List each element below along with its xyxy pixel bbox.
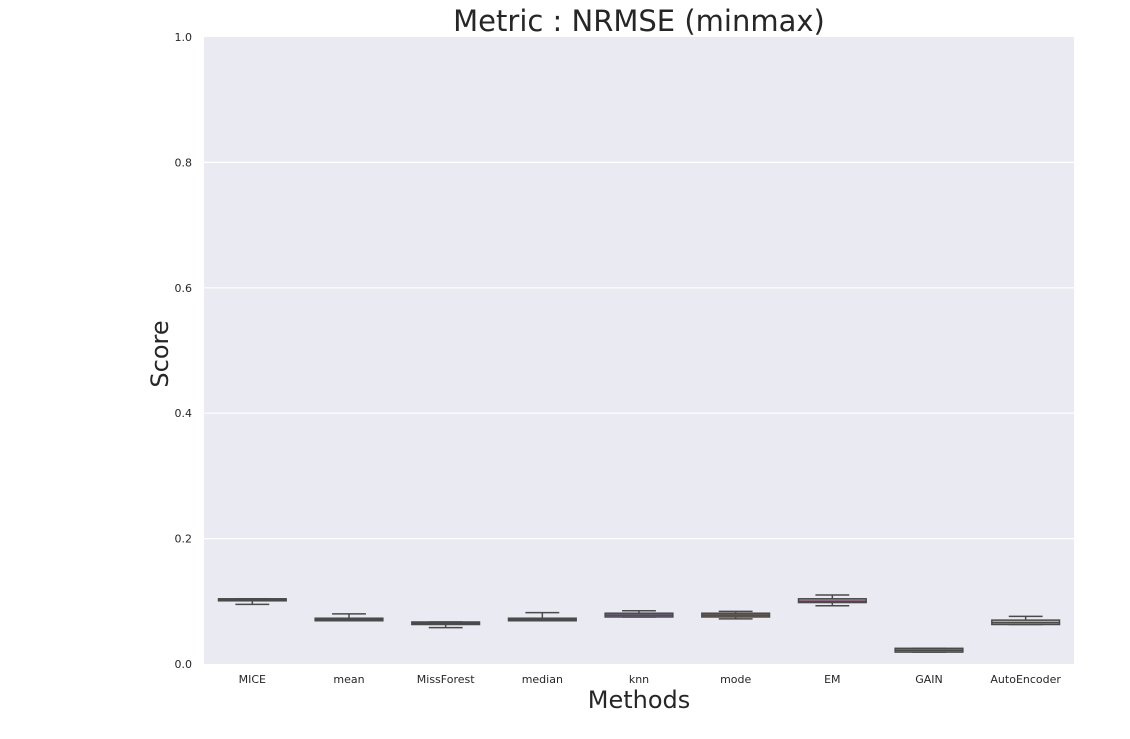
x-tick-label: mean <box>333 673 364 686</box>
plot-area <box>204 37 1074 664</box>
box-mice <box>217 598 287 606</box>
x-tick-label: AutoEncoder <box>990 673 1061 686</box>
x-tick-label: median <box>522 673 563 686</box>
x-tick-label: knn <box>629 673 649 686</box>
box-mean <box>314 613 384 622</box>
x-tick-label: MICE <box>239 673 266 686</box>
chart-title: Metric : NRMSE (minmax) <box>453 4 825 38</box>
box-median <box>507 611 577 622</box>
y-tick-label: 0.8 <box>175 156 193 169</box>
box-missforest <box>411 621 481 629</box>
y-tick-label: 0.4 <box>175 407 193 420</box>
x-tick-label: EM <box>824 673 840 686</box>
boxes-group <box>217 594 1061 653</box>
box-em <box>797 594 867 607</box>
y-tick-label: 0.6 <box>175 282 193 295</box>
y-axis-label: Score <box>146 320 174 387</box>
y-tick-labels: 0.0 0.2 0.4 0.6 0.8 1.0 <box>175 31 193 671</box>
x-axis-label: Methods <box>588 686 691 714</box>
y-tick-label: 0.2 <box>175 533 193 546</box>
box-gain <box>894 647 964 653</box>
x-tick-labels: MICE mean MissForest median knn mode EM GAIN Aut… <box>239 673 1062 686</box>
box-knn <box>604 609 674 618</box>
grid-lines <box>204 161 1074 540</box>
box-mode <box>701 610 771 620</box>
x-tick-label: GAIN <box>915 673 943 686</box>
y-tick-label: 0.0 <box>175 658 193 671</box>
x-tick-label: MissForest <box>417 673 475 686</box>
x-tick-label: mode <box>720 673 751 686</box>
box-autoencoder <box>991 615 1061 626</box>
y-tick-label: 1.0 <box>175 31 193 44</box>
